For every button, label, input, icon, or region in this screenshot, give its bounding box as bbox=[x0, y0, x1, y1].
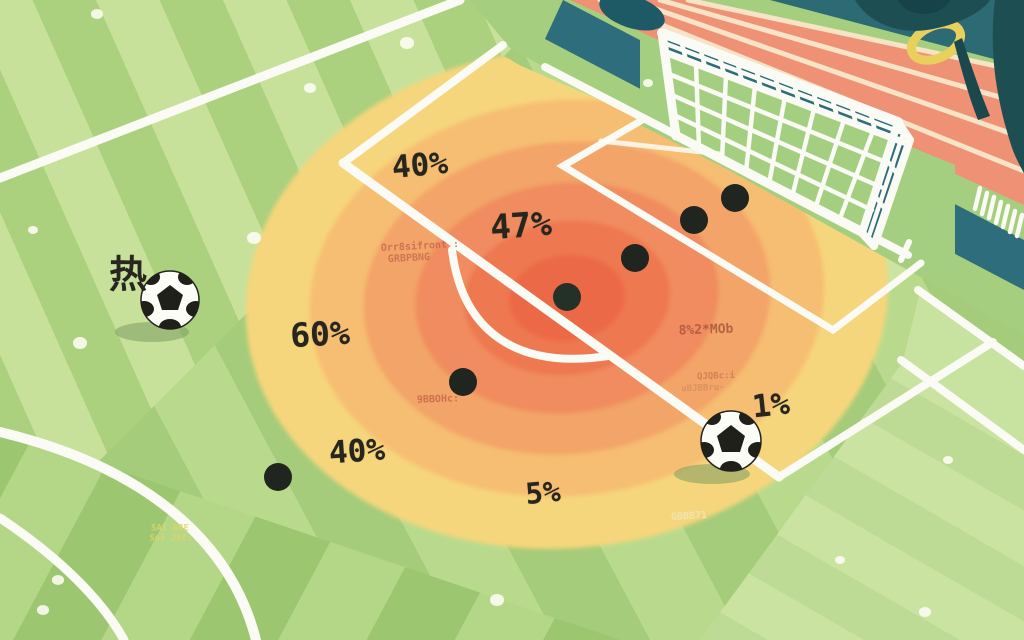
white-speckle bbox=[943, 456, 953, 464]
plant-silhouettes bbox=[855, 0, 1024, 174]
annotation-text: QJQBc:i bbox=[696, 370, 736, 383]
heat-percent-label: 40% bbox=[327, 431, 387, 472]
heat-percent-label: 5% bbox=[524, 474, 562, 511]
annotation-text: 8%2*MOb bbox=[678, 321, 734, 339]
white-speckle bbox=[643, 79, 653, 87]
annotation-text: 9BBOHc: bbox=[416, 393, 460, 406]
heat-percent-label: 47% bbox=[488, 203, 554, 249]
white-speckle bbox=[400, 37, 414, 49]
annotation-text: uBJBBru- bbox=[681, 382, 725, 395]
white-speckle bbox=[247, 232, 261, 244]
corner-line-lower bbox=[897, 356, 1024, 454]
white-speckle bbox=[73, 337, 87, 349]
player-dot bbox=[264, 463, 292, 491]
white-speckle bbox=[37, 605, 49, 615]
annotation-text: SnS 2EE: bbox=[149, 533, 193, 544]
penalty-box-right bbox=[775, 338, 997, 481]
band-shadow-blob bbox=[599, 0, 665, 31]
white-speckle bbox=[835, 556, 845, 564]
band-tick bbox=[979, 190, 990, 217]
white-speckle bbox=[490, 594, 504, 606]
soccer-ball-right bbox=[674, 410, 762, 484]
band-tick bbox=[1014, 212, 1024, 239]
band-hash-ticks bbox=[972, 185, 1024, 239]
heat-percent-label: 60% bbox=[289, 312, 351, 356]
player-dot bbox=[721, 184, 749, 212]
white-speckle bbox=[304, 83, 316, 93]
band-tick bbox=[972, 185, 983, 212]
goal-ground-bar bbox=[672, 132, 866, 237]
player-dot bbox=[553, 283, 581, 311]
annotation-text: SAS BRE bbox=[151, 523, 189, 534]
goal-left-post bbox=[657, 28, 681, 141]
player-dot bbox=[680, 206, 708, 234]
white-speckle bbox=[91, 9, 103, 19]
corner-line-upper bbox=[914, 286, 1024, 370]
penalty-arc bbox=[448, 246, 612, 363]
corner-arc bbox=[0, 513, 129, 640]
goal bbox=[657, 28, 914, 250]
goal-crossbar bbox=[657, 28, 903, 127]
white-speckle bbox=[52, 575, 64, 585]
touchline bbox=[0, 0, 465, 183]
player-dot bbox=[449, 368, 477, 396]
white-speckle bbox=[28, 226, 38, 234]
annotation-text: GBBB71 bbox=[670, 510, 708, 523]
heat-percent-label: 1% bbox=[750, 385, 792, 426]
goal-line-tick bbox=[898, 239, 912, 263]
band-tick bbox=[1007, 208, 1018, 235]
white-speckle bbox=[919, 607, 931, 617]
heat-percent-label: 40% bbox=[390, 145, 450, 186]
player-dot bbox=[621, 244, 649, 272]
sideline-strip bbox=[903, 292, 1024, 445]
goal-frame bbox=[657, 28, 914, 250]
goal-right-post bbox=[858, 118, 902, 237]
penalty-box-left bbox=[339, 41, 507, 167]
heat-character-label: 热 bbox=[108, 252, 148, 297]
band-tick bbox=[986, 194, 997, 221]
centre-circle-arc bbox=[0, 427, 261, 640]
band-tick bbox=[1000, 203, 1011, 230]
band-tick bbox=[993, 199, 1004, 226]
